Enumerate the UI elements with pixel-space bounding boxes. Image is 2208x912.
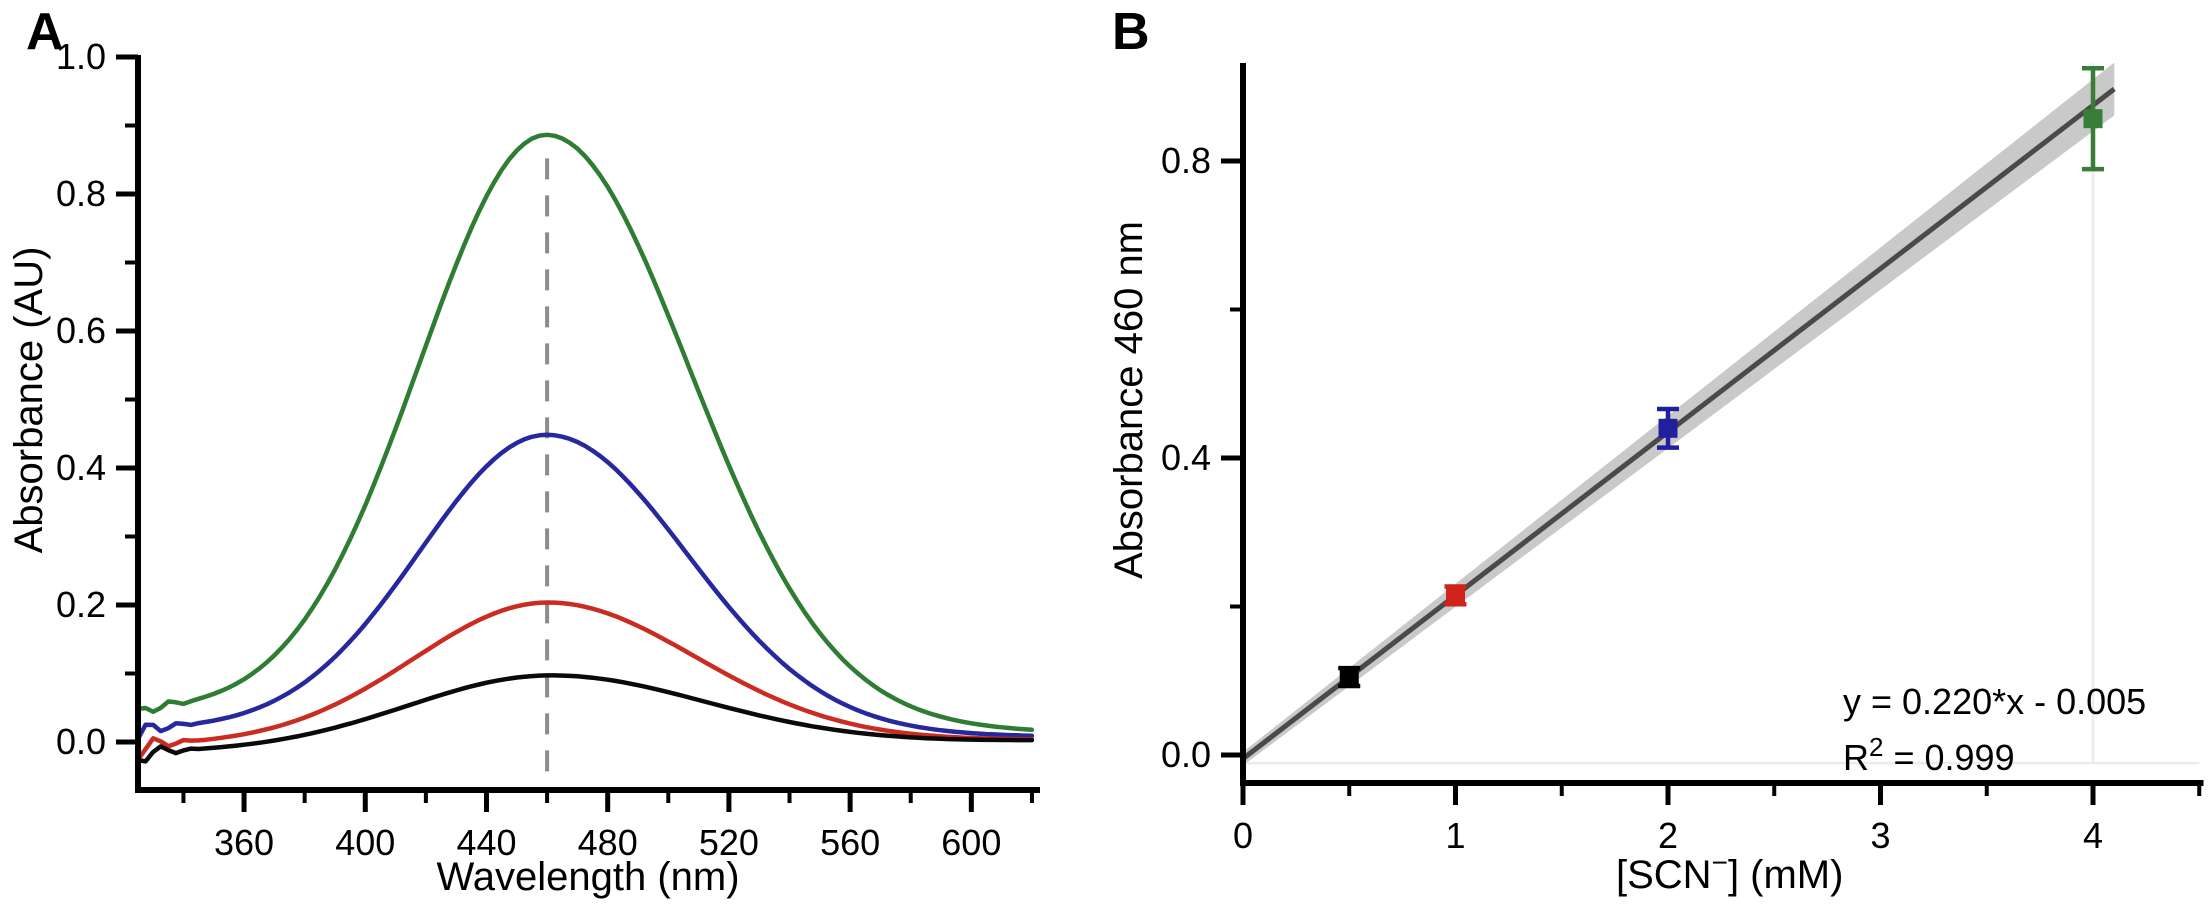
data-point-square bbox=[1446, 585, 1465, 605]
y-tick-label: 0.0 bbox=[1161, 734, 1211, 775]
data-point-square bbox=[2083, 109, 2103, 129]
x-tick-label: 400 bbox=[335, 822, 395, 863]
x-axis-title: Wavelength (nm) bbox=[436, 855, 739, 899]
panel-b-label: B bbox=[1112, 3, 1150, 61]
data-point-square bbox=[1658, 418, 1678, 438]
fit-equation-text: y = 0.220*x - 0.005 bbox=[1843, 681, 2146, 722]
y-tick-label: 0.2 bbox=[56, 584, 106, 625]
y-tick-label: 0.6 bbox=[56, 310, 106, 351]
x-tick-label: 360 bbox=[214, 822, 274, 863]
y-tick-label: 0.4 bbox=[56, 447, 106, 488]
spectrum-curve-black-spectrum bbox=[135, 673, 1035, 764]
x-tick-label: 4 bbox=[2083, 815, 2103, 856]
x-tick-label: 600 bbox=[941, 822, 1001, 863]
panel-a-spectra-chart: 360 400 440 480 520 560 600 0.0 0.2 0.4 0.6 0.8 1.0 W… bbox=[7, 36, 1040, 899]
x-axis-title: [SCN−] (mM) bbox=[1616, 847, 1843, 897]
spectrum-curve-green-spectrum bbox=[135, 132, 1035, 733]
y-axis-title: Absorbance (AU) bbox=[7, 247, 51, 554]
panel-a-label: A bbox=[26, 3, 64, 61]
linear-fit-line bbox=[1241, 86, 2116, 761]
y-tick-label: 0.0 bbox=[56, 721, 106, 762]
y-axis-title: Absorbance 460 nm bbox=[1107, 221, 1151, 579]
panel-b-calibration-curve: 0 1 2 3 4 0.0 0.4 0.8 Absorbance 460 nm [SCN−] (m… bbox=[1104, 0, 2208, 912]
y-tick-label: 0.8 bbox=[1161, 140, 1211, 181]
x-tick-label: 480 bbox=[578, 822, 638, 863]
x-tick-label: 560 bbox=[820, 822, 880, 863]
spectrum-curve-blue-spectrum bbox=[135, 432, 1035, 742]
y-tick-label: 0.8 bbox=[56, 173, 106, 214]
x-tick-label: 1 bbox=[1445, 815, 1465, 856]
x-tick-label: 440 bbox=[456, 822, 516, 863]
spectrum-curve-red-spectrum bbox=[135, 600, 1035, 762]
x-tick-label: 520 bbox=[699, 822, 759, 863]
x-tick-label: 3 bbox=[1870, 815, 1890, 856]
y-tick-label: 1.0 bbox=[56, 36, 106, 77]
x-tick-label: 2 bbox=[1658, 815, 1678, 856]
r-squared-text: R2 = 0.999 bbox=[1843, 732, 2015, 778]
panel-a-absorbance-spectra: 360 400 440 480 520 560 600 0.0 0.2 0.4 0.6 0.8 1.0 W… bbox=[7, 36, 1040, 899]
data-point-square bbox=[1339, 667, 1359, 687]
y-tick-label: 0.4 bbox=[1161, 437, 1211, 478]
x-tick-label: 0 bbox=[1233, 815, 1253, 856]
